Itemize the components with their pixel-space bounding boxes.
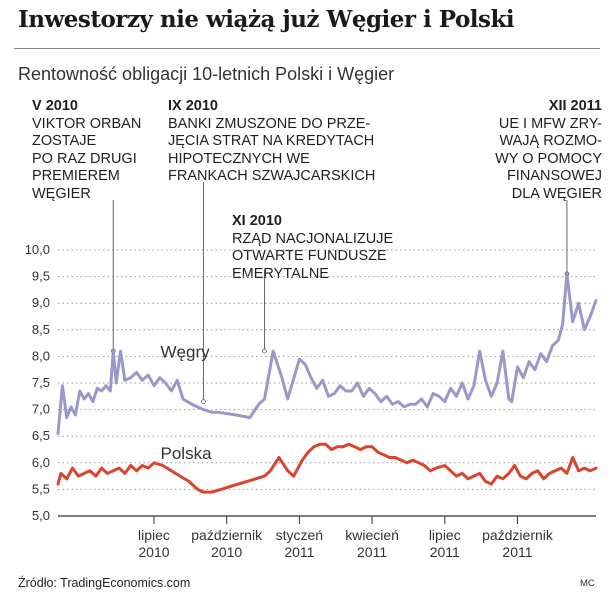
x-tick-label: kwiecień [345, 527, 399, 543]
y-tick-label: 8,0 [32, 348, 50, 363]
x-tick-label: październik [482, 527, 554, 543]
annotation-banks: IX 2010 BANKI ZMUSZONE DO PRZE- JĘCIA ST… [168, 98, 375, 186]
y-tick-label: 9,5 [32, 269, 50, 284]
annotation-text: UE I MFW ZRY- WAJĄ ROZMO- WY O POMOCY FI… [495, 115, 602, 202]
y-tick-label: 6,0 [32, 455, 50, 470]
x-tick-label: lipiec [138, 527, 170, 543]
source-note: Źródło: TradingEconomics.com [18, 576, 191, 590]
annotation-text: BANKI ZMUSZONE DO PRZE- JĘCIA STRAT NA K… [168, 115, 376, 185]
x-tick-year-label: 2011 [430, 544, 460, 560]
series-label: Polska [161, 444, 213, 463]
x-tick-year-label: 2010 [211, 544, 242, 560]
annotation-dot [262, 348, 267, 354]
y-tick-label: 7,5 [32, 375, 50, 390]
x-tick-label: październik [191, 527, 263, 543]
annotation-date: IX 2010 [168, 98, 218, 114]
annotation-dot [201, 399, 206, 405]
y-tick-label: 5,5 [32, 481, 50, 496]
x-tick-label: styczeń [276, 527, 323, 543]
x-tick-label: lipiec [429, 527, 461, 543]
annotation-imf: XII 2011 UE I MFW ZRY- WAJĄ ROZMO- WY O … [482, 98, 602, 203]
series-label: Węgry [161, 343, 211, 362]
annotation-text: RZĄD NACJONALIZUJE OTWARTE FUNDUSZE EMER… [232, 230, 394, 282]
title-divider [14, 48, 600, 49]
x-tick-year-label: 2011 [284, 544, 314, 560]
annotation-text: VIKTOR ORBAN ZOSTAJE PO RAZ DRUGI PREMIE… [32, 115, 142, 202]
y-tick-label: 5,0 [32, 508, 50, 523]
y-tick-label: 7,0 [32, 402, 50, 417]
annotation-date: XII 2011 [548, 98, 602, 114]
chart-title: Inwestorzy nie wiążą już Węgier i Polski [18, 6, 515, 33]
series-line-polska [56, 442, 598, 494]
author-credit: MC [580, 578, 595, 589]
x-tick-year-label: 2011 [357, 544, 387, 560]
chart-subtitle: Rentowność obligacji 10-letnich Polski i… [18, 64, 395, 84]
x-tick-year-label: 2010 [138, 544, 169, 560]
y-tick-label: 10,0 [25, 242, 50, 257]
annotation-pension: XI 2010 RZĄD NACJONALIZUJE OTWARTE FUNDU… [232, 213, 393, 283]
annotation-orban: V 2010 VIKTOR ORBAN ZOSTAJE PO RAZ DRUGI… [32, 98, 141, 203]
annotation-date: XI 2010 [232, 213, 282, 229]
series-line-węgry [56, 272, 598, 435]
y-tick-label: 6,5 [32, 428, 50, 443]
annotation-date: V 2010 [32, 98, 78, 114]
x-tick-year-label: 2011 [502, 544, 532, 560]
y-tick-label: 9,0 [32, 295, 50, 310]
y-tick-label: 8,5 [32, 322, 50, 337]
